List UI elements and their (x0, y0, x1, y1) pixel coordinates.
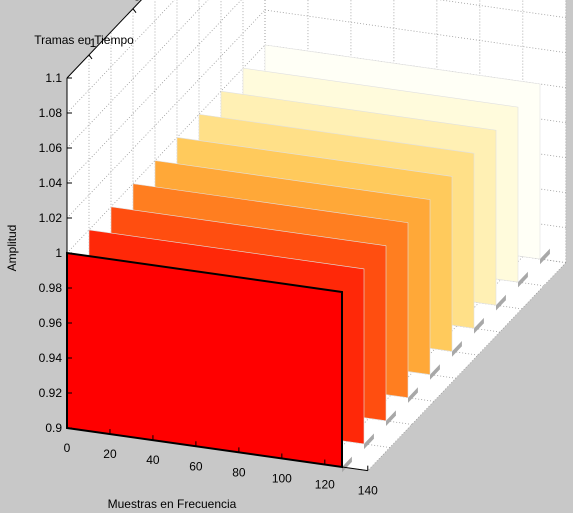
y-tick-mark (88, 54, 93, 60)
x-tick-label: 100 (272, 471, 292, 485)
x-tick-label: 20 (103, 447, 117, 461)
z-tick-label: 0.92 (39, 386, 63, 400)
x-tick-label: 140 (358, 484, 378, 498)
slice-floor-shadow (496, 294, 506, 311)
slice-floor-shadow (364, 433, 374, 450)
y-tick-mark (132, 8, 137, 13)
x-tick-label: 40 (146, 453, 160, 467)
x-tick-label: 120 (315, 478, 335, 492)
z-tick-label: 0.96 (39, 316, 63, 330)
tick-labels: 0.9 0.92 0.94 0.96 0.98 1 1.02 1.04 1.06 1.08 1.1 0… (39, 0, 378, 498)
x-tick-label: 80 (232, 465, 246, 479)
z-tick-label: 1.1 (45, 71, 62, 85)
x-tick-label: 60 (189, 459, 203, 473)
slice-floor-shadow (452, 341, 462, 357)
z-tick-label: 1.02 (39, 211, 63, 225)
slice-floor-shadow (342, 456, 352, 473)
z-tick-label: 0.94 (39, 351, 63, 365)
x-axis-label: Muestras en Frecuencia (108, 497, 237, 511)
x-axis-line (66, 427, 368, 472)
z-tick-label: 0.9 (45, 421, 62, 435)
z-tick-label: 1.06 (39, 141, 63, 155)
slice-floor-shadow (474, 317, 484, 334)
z-tick-label: 1.04 (39, 176, 63, 190)
slice-floor-shadow (430, 364, 440, 380)
y-axis-line (66, 0, 142, 79)
z-axis-label: Amplitud (5, 225, 19, 272)
x-tick-label: 0 (64, 441, 71, 455)
z-tick-label: 1 (55, 246, 62, 260)
bar-slices (66, 44, 550, 473)
y-axis-label: Tramas en Tiempo (34, 33, 134, 47)
slice-floor-shadow (408, 387, 418, 403)
slice-floor-shadow (386, 410, 396, 426)
slice-floor-shadow (540, 248, 550, 265)
slice-floor-shadow (518, 271, 528, 288)
y-tick-label: -3 (130, 0, 141, 4)
z-tick-label: 0.98 (39, 281, 63, 295)
y-tick-label: -1 (86, 36, 97, 50)
z-tick-label: 1.08 (39, 106, 63, 120)
